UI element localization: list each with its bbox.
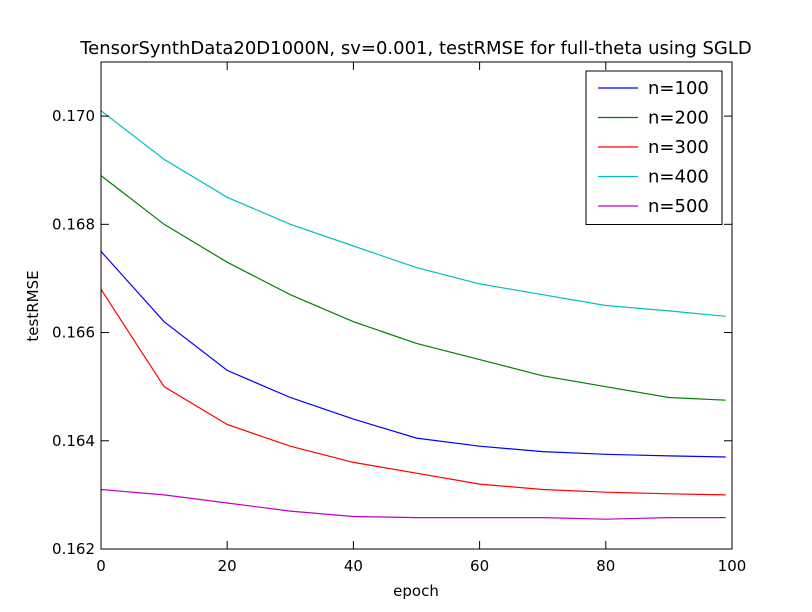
legend-label: n=100: [648, 78, 709, 99]
legend-box: [585, 70, 723, 225]
x-axis-label: epoch: [393, 582, 439, 600]
plot-area: [100, 110, 726, 520]
legend: n=100 n=200 n=300 n=400 n=500: [585, 70, 723, 225]
y-tick-label: 0.166: [52, 324, 95, 342]
legend-label: n=200: [648, 108, 709, 129]
legend-label: n=400: [648, 167, 709, 188]
y-tick-label: 0.162: [52, 540, 95, 558]
y-tick-label: 0.164: [52, 432, 95, 450]
series-line-4: [100, 110, 726, 317]
x-tick-label: 80: [596, 557, 615, 575]
x-tick-label: 40: [344, 557, 363, 575]
x-tick-label: 20: [218, 557, 237, 575]
series-line-5: [100, 488, 726, 520]
series-line-2: [100, 175, 726, 401]
y-tick-label: 0.170: [52, 107, 95, 125]
y-tick-label: 0.168: [52, 215, 95, 233]
y-axis: 0.162 0.164 0.166 0.168 0.170: [52, 107, 732, 558]
chart-title: TensorSynthData20D1000N, sv=0.001, testR…: [79, 38, 752, 59]
legend-label: n=500: [648, 196, 709, 217]
axes-frame: [100, 61, 733, 550]
y-axis-label: testRMSE: [24, 270, 42, 341]
legend-label: n=300: [648, 137, 709, 158]
series-line-3: [100, 288, 726, 496]
series-line-1: [100, 250, 726, 458]
x-axis: 0 20 40 60 80 100: [96, 62, 746, 575]
x-tick-label: 100: [718, 557, 747, 575]
x-tick-label: 60: [470, 557, 489, 575]
x-tick-label: 0: [96, 557, 106, 575]
